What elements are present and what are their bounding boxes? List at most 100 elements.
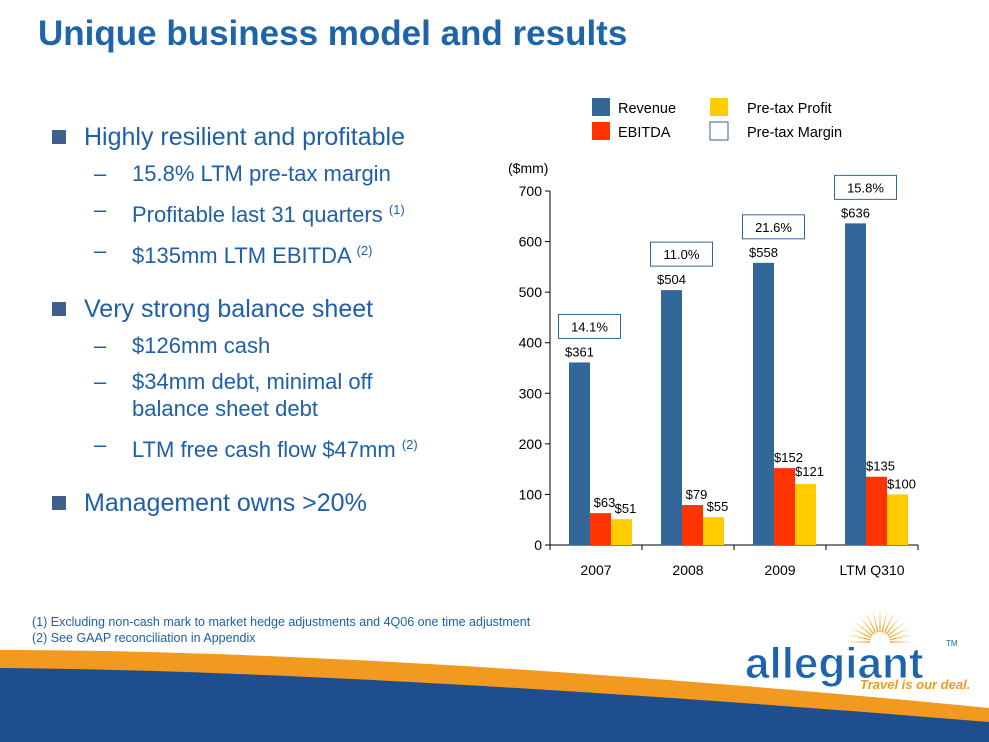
sun-ray: [883, 612, 895, 634]
legend-pretax-profit-swatch: [710, 98, 728, 116]
bullet-sub-text: $126mm cash: [132, 333, 271, 358]
bullet-sub: – $135mm LTM EBITDA (2): [48, 237, 488, 269]
x-tick-label: LTM Q310: [839, 562, 904, 578]
data-label: $152: [774, 450, 803, 465]
bullet-main: Management owns >20%: [48, 488, 488, 518]
footnotes: (1) Excluding non-cash mark to market he…: [32, 614, 530, 646]
y-tick-label: 200: [519, 436, 543, 452]
y-tick-label: 600: [519, 234, 543, 250]
footnote-ref: (2): [401, 437, 418, 452]
data-label: $121: [795, 464, 824, 479]
bullet-main: Highly resilient and profitable: [48, 122, 488, 152]
bullet-sub: – Profitable last 31 quarters (1): [48, 196, 488, 228]
bullet-text: Management owns >20%: [84, 489, 367, 517]
margin-box: [558, 313, 621, 339]
legend-ebitda-label: EBITDA: [618, 125, 671, 141]
data-label: $636: [841, 205, 870, 220]
bar-revenue: [569, 362, 590, 545]
bullet-text: Highly resilient and profitable: [84, 123, 406, 151]
logo-trademark: TM: [946, 639, 958, 648]
sun-ray: [885, 616, 901, 635]
bar-revenue: [753, 262, 774, 545]
bullet-sub: – $126mm cash: [48, 332, 488, 359]
legend-pretax-margin-label: Pre-tax Margin: [747, 125, 842, 141]
bullet-sub-text: LTM free cash flow $47mm: [132, 437, 396, 462]
bullet-sub-text: $34mm debt, minimal off balance sheet de…: [132, 369, 373, 421]
bullet-sub-text: Profitable last 31 quarters: [132, 202, 383, 227]
bar-pre-tax-profit: [887, 494, 908, 545]
bullet-sub: – LTM free cash flow $47mm (2): [48, 431, 488, 463]
bullet-sub-text: 15.8% LTM pre-tax margin: [132, 161, 391, 186]
sun-ray: [887, 621, 906, 637]
bar-ebitda: [682, 505, 703, 545]
dash-bullet-icon: –: [94, 432, 107, 457]
sun-icon: [847, 609, 913, 643]
dash-bullet-icon: –: [94, 161, 107, 186]
sun-ray: [888, 627, 910, 639]
bar-pre-tax-profit: [611, 519, 632, 545]
y-tick-label: 0: [534, 537, 542, 553]
bullet-sub: – $34mm debt, minimal off balance sheet d…: [48, 368, 432, 422]
data-label: $55: [707, 499, 729, 514]
x-tick-label: 2008: [672, 562, 703, 578]
dash-bullet-icon: –: [94, 238, 107, 263]
y-tick-label: 700: [519, 183, 543, 199]
bullet-sub: –15.8% LTM pre-tax margin: [48, 160, 488, 187]
data-label: $79: [686, 487, 708, 502]
data-label: $135: [866, 459, 895, 474]
sun-ray: [865, 612, 877, 634]
data-label: $63: [594, 495, 616, 510]
sun-ray: [889, 634, 913, 641]
bullet-text: Very strong balance sheet: [84, 295, 374, 323]
legend-revenue-label: Revenue: [618, 101, 676, 117]
margin-label: 21.6%: [755, 220, 792, 235]
data-label: $361: [565, 344, 594, 359]
margin-label: 15.8%: [847, 180, 884, 195]
bullet-sub-text: $135mm LTM EBITDA: [132, 243, 351, 268]
dash-bullet-icon: –: [94, 369, 107, 394]
bullet-list: Highly resilient and profitable –15.8% L…: [48, 122, 488, 526]
logo-tagline: Travel is our deal.: [860, 677, 970, 692]
square-bullet-icon: [52, 496, 66, 510]
bar-pre-tax-profit: [703, 517, 724, 545]
legend-revenue-swatch: [592, 98, 610, 116]
y-axis-label: ($mm): [508, 160, 548, 176]
y-tick-label: 300: [519, 385, 543, 401]
data-label: $100: [887, 476, 916, 491]
y-tick-label: 500: [519, 284, 543, 300]
sun-ray: [872, 609, 879, 633]
logo-wordmark: allegiant: [745, 639, 924, 688]
footnote-ref: (2): [356, 243, 373, 258]
data-label: $51: [615, 501, 637, 516]
sun-ray: [847, 641, 871, 643]
data-label: $504: [657, 272, 686, 287]
bar-revenue: [661, 290, 682, 545]
footnote: (1) Excluding non-cash mark to market he…: [32, 615, 531, 629]
bar-pre-tax-profit: [795, 483, 816, 545]
bar-revenue: [845, 223, 866, 545]
footer-wave-orange: [0, 650, 989, 742]
legend-pretax-margin-swatch: [709, 121, 729, 141]
x-tick-label: 2009: [764, 562, 795, 578]
footnote-ref: (1): [388, 202, 405, 217]
sun-ray: [850, 627, 872, 639]
data-label: $558: [749, 245, 778, 260]
page-title: Unique business model and results: [38, 14, 628, 53]
sun-ray: [889, 641, 913, 643]
square-bullet-icon: [52, 302, 66, 316]
x-tick-label: 2007: [580, 562, 611, 578]
dash-bullet-icon: –: [94, 197, 107, 222]
margin-box: [834, 174, 897, 200]
y-tick-label: 400: [519, 335, 543, 351]
footnote: (2) See GAAP reconciliation in Appendix: [32, 631, 256, 645]
dash-bullet-icon: –: [94, 333, 107, 358]
footer-wave-blue: [0, 668, 989, 742]
bar-ebitda: [590, 513, 611, 545]
legend-ebitda-swatch: [592, 122, 610, 140]
sun-ray: [854, 621, 873, 637]
legend-pretax-profit-label: Pre-tax Profit: [747, 101, 832, 117]
sun-ray: [879, 609, 881, 633]
bar-ebitda: [866, 476, 887, 545]
margin-box: [650, 241, 713, 267]
